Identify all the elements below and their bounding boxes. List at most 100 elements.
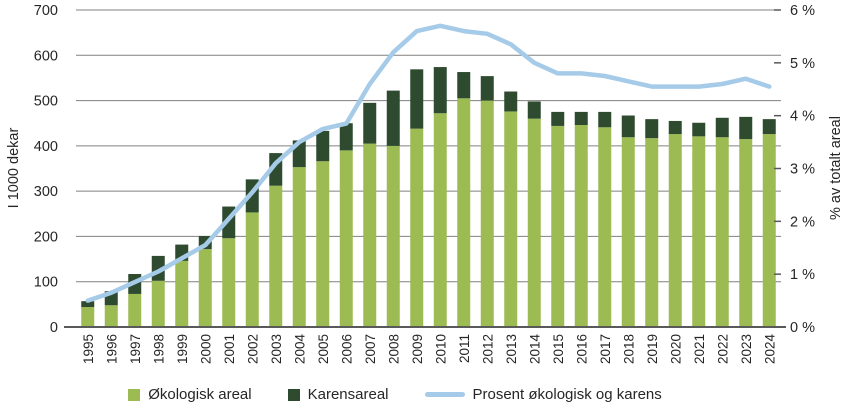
bar-organic-2008 bbox=[386, 145, 400, 326]
x-axis-label-2018: 2018 bbox=[621, 334, 636, 364]
bar-organic-2017 bbox=[598, 127, 612, 326]
bar-organic-2011 bbox=[457, 98, 471, 326]
right-axis-title: % av totalt areal bbox=[828, 116, 844, 220]
bar-organic-1996 bbox=[104, 305, 118, 326]
legend-item-percent: Prosent økologisk og karens bbox=[424, 386, 662, 403]
right-axis-tick-2: 2 % bbox=[790, 214, 815, 230]
bar-karens-2018 bbox=[621, 115, 635, 138]
bar-organic-2001 bbox=[222, 238, 236, 326]
legend-label-organic: Økologisk areal bbox=[148, 386, 252, 403]
bar-karens-2009 bbox=[410, 69, 424, 129]
x-axis-label-1996: 1996 bbox=[104, 334, 119, 364]
x-axis-label-2008: 2008 bbox=[386, 334, 401, 364]
bar-karens-2021 bbox=[692, 122, 706, 137]
bar-organic-2006 bbox=[339, 150, 353, 326]
bar-karens-2005 bbox=[316, 130, 330, 162]
bar-organic-1997 bbox=[128, 293, 142, 326]
legend: Økologisk areal Karensareal Prosent økol… bbox=[0, 386, 790, 403]
bar-organic-2024 bbox=[762, 134, 776, 326]
legend-item-karens: Karensareal bbox=[287, 386, 389, 403]
right-axis-tick-6: 6 % bbox=[790, 3, 815, 19]
x-axis-label-2017: 2017 bbox=[598, 334, 613, 364]
x-axis-label-2004: 2004 bbox=[292, 334, 307, 365]
x-axis-label-2002: 2002 bbox=[245, 334, 260, 364]
right-axis-tick-5: 5 % bbox=[790, 56, 815, 72]
legend-label-karens: Karensareal bbox=[307, 386, 389, 403]
x-axis-label-2016: 2016 bbox=[574, 334, 589, 364]
bar-organic-2009 bbox=[410, 128, 424, 326]
right-axis-tick-1: 1 % bbox=[790, 267, 815, 283]
x-axis-label-2014: 2014 bbox=[527, 334, 542, 365]
bar-organic-1995 bbox=[81, 307, 95, 326]
x-axis-label-2010: 2010 bbox=[433, 334, 448, 364]
bar-karens-1995 bbox=[81, 301, 95, 308]
bar-organic-2007 bbox=[363, 143, 377, 326]
left-axis-title: I 1000 dekar bbox=[6, 127, 22, 209]
bar-organic-2023 bbox=[739, 139, 753, 326]
legend-item-organic: Økologisk areal bbox=[128, 386, 252, 403]
karens-area-swatch-icon bbox=[287, 388, 300, 401]
bar-karens-2006 bbox=[339, 123, 353, 151]
x-axis-label-2005: 2005 bbox=[316, 334, 331, 364]
right-axis-tick-4: 4 % bbox=[790, 109, 815, 125]
organic-area-swatch-icon bbox=[128, 388, 141, 401]
bar-organic-2015 bbox=[551, 125, 565, 326]
percent-line-swatch-icon bbox=[424, 392, 465, 397]
x-axis-label-2009: 2009 bbox=[410, 334, 425, 364]
bar-organic-2010 bbox=[433, 113, 447, 326]
bar-organic-2000 bbox=[198, 249, 212, 326]
x-axis-label-2003: 2003 bbox=[269, 334, 284, 364]
bar-karens-2011 bbox=[457, 72, 471, 99]
bar-karens-2010 bbox=[433, 67, 447, 114]
x-axis-label-2001: 2001 bbox=[222, 334, 237, 364]
bar-organic-2016 bbox=[574, 125, 588, 326]
left-axis-tick-200: 200 bbox=[34, 229, 58, 245]
bar-organic-1998 bbox=[151, 280, 165, 326]
x-axis-label-2020: 2020 bbox=[668, 334, 683, 364]
left-axis-tick-400: 400 bbox=[34, 139, 58, 155]
bar-organic-2003 bbox=[269, 185, 283, 326]
x-axis-label-2023: 2023 bbox=[739, 334, 754, 364]
x-axis-label-2022: 2022 bbox=[715, 334, 730, 364]
bar-organic-2002 bbox=[245, 212, 259, 326]
x-axis-label-2000: 2000 bbox=[198, 334, 213, 364]
bar-organic-2014 bbox=[527, 118, 541, 326]
x-axis-label-2013: 2013 bbox=[504, 334, 519, 364]
bar-karens-2013 bbox=[504, 91, 518, 112]
bar-organic-2012 bbox=[480, 100, 494, 326]
left-axis-tick-300: 300 bbox=[34, 184, 58, 200]
bar-karens-2022 bbox=[715, 117, 729, 138]
bar-organic-2022 bbox=[715, 137, 729, 326]
bar-organic-1999 bbox=[175, 260, 189, 326]
right-axis-tick-3: 3 % bbox=[790, 162, 815, 178]
left-axis-tick-100: 100 bbox=[34, 275, 58, 291]
legend-label-percent: Prosent økologisk og karens bbox=[472, 386, 662, 403]
x-axis-label-2019: 2019 bbox=[645, 334, 660, 364]
bar-karens-2015 bbox=[551, 111, 565, 126]
x-axis-label-2006: 2006 bbox=[339, 334, 354, 364]
x-axis-label-2024: 2024 bbox=[762, 334, 777, 365]
bar-organic-2019 bbox=[645, 138, 659, 326]
x-axis-label-2015: 2015 bbox=[551, 334, 566, 364]
bar-organic-2005 bbox=[316, 161, 330, 326]
x-axis-label-2012: 2012 bbox=[480, 334, 495, 364]
left-axis-tick-700: 700 bbox=[34, 3, 58, 19]
bar-karens-2007 bbox=[363, 102, 377, 144]
bar-karens-2008 bbox=[386, 90, 400, 146]
x-axis-label-1998: 1998 bbox=[151, 334, 166, 364]
left-axis-tick-600: 600 bbox=[34, 48, 58, 64]
bar-karens-2016 bbox=[574, 111, 588, 126]
bar-karens-2014 bbox=[527, 101, 541, 119]
bar-karens-2023 bbox=[739, 116, 753, 140]
left-axis-tick-0: 0 bbox=[50, 320, 58, 336]
right-axis-tick-0: 0 % bbox=[790, 320, 815, 336]
bar-karens-2019 bbox=[645, 119, 659, 139]
x-axis-label-2007: 2007 bbox=[363, 334, 378, 364]
x-axis-label-1995: 1995 bbox=[81, 334, 96, 364]
percent-line bbox=[85, 23, 772, 303]
x-axis-label-2011: 2011 bbox=[457, 334, 472, 363]
bar-organic-2018 bbox=[621, 137, 635, 326]
bar-organic-2013 bbox=[504, 111, 518, 326]
x-axis-label-2021: 2021 bbox=[692, 334, 707, 364]
